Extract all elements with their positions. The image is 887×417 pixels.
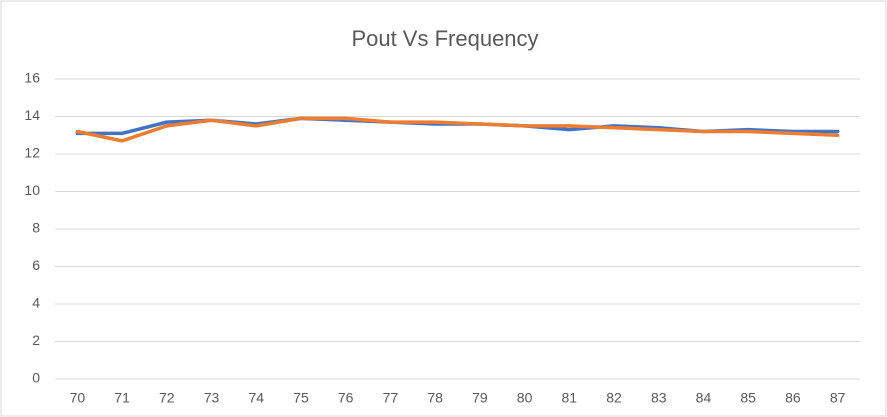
x-tick-label: 86 — [785, 390, 801, 406]
y-tick-label: 0 — [32, 370, 40, 386]
y-tick-label: 6 — [32, 257, 40, 273]
x-tick-label: 80 — [517, 390, 533, 406]
x-tick-label: 75 — [293, 390, 309, 406]
y-tick-label: 10 — [24, 182, 40, 198]
y-tick-label: 4 — [32, 295, 40, 311]
x-tick-label: 82 — [606, 390, 622, 406]
x-tick-label: 77 — [383, 390, 399, 406]
x-tick-label: 70 — [70, 390, 86, 406]
x-tick-label: 84 — [696, 390, 712, 406]
x-tick-label: 78 — [427, 390, 443, 406]
x-tick-label: 79 — [472, 390, 488, 406]
x-tick-label: 85 — [740, 390, 756, 406]
y-tick-label: 14 — [24, 107, 40, 123]
x-tick-label: 76 — [338, 390, 354, 406]
series-line — [75, 116, 840, 143]
x-tick-label: 73 — [204, 390, 220, 406]
y-tick-label: 2 — [32, 332, 40, 348]
x-tick-label: 74 — [248, 390, 264, 406]
y-tick-label: 16 — [24, 70, 40, 86]
x-tick-label: 72 — [159, 390, 175, 406]
x-tick-label: 81 — [562, 390, 578, 406]
y-tick-label: 8 — [32, 220, 40, 236]
y-tick-label: 12 — [24, 145, 40, 161]
x-tick-label: 71 — [114, 390, 130, 406]
x-tick-label: 83 — [651, 390, 667, 406]
chart-title: Pout Vs Frequency — [351, 26, 538, 51]
x-tick-label: 87 — [830, 390, 846, 406]
